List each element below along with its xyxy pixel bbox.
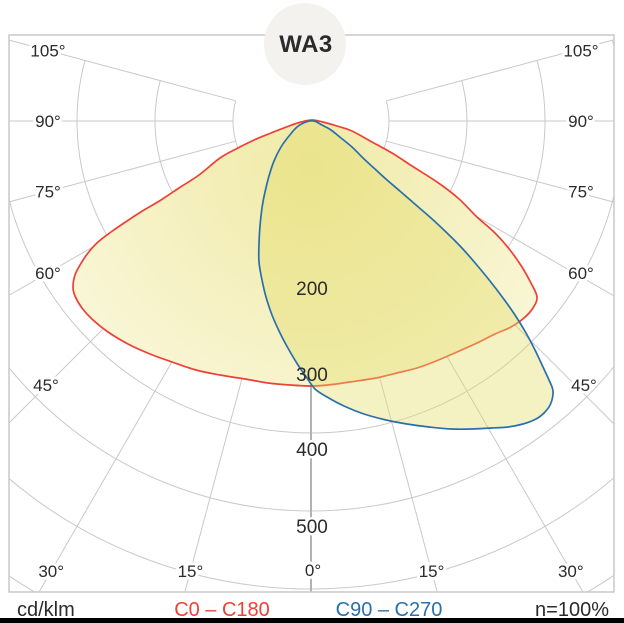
angle-labels: 60° 60° 75° 75° 90° 90° 105° 105° 45° 45° 15° 15° 30… [27, 39, 601, 584]
angle-label: 105° [30, 42, 65, 61]
grid-radial-line [386, 140, 614, 203]
angle-label: 0° [305, 561, 321, 580]
angle-label: 75° [35, 182, 61, 201]
angle-label: 30° [38, 562, 64, 581]
title-badge-circle [264, 3, 346, 85]
angle-label: 75° [568, 182, 594, 201]
legend-c90-c270: C90 – C270 [336, 599, 443, 621]
grid-radial-line [386, 39, 614, 102]
grid-radial-line [9, 39, 236, 102]
angle-label: 90° [568, 112, 594, 131]
curve-c90-c270 [257, 119, 554, 431]
page-title: WA3 [279, 31, 333, 58]
radius-value-label: 400 [296, 440, 328, 461]
angle-label: 45° [571, 376, 597, 395]
radius-value-label: 300 [296, 365, 328, 386]
legend-c0-c180: C0 – C180 [174, 599, 270, 621]
unit-label: cd/klm [17, 599, 75, 621]
radius-value-label: 200 [296, 279, 328, 300]
angle-label: 15° [178, 562, 204, 581]
angle-label: 15° [419, 562, 445, 581]
angle-label: 30° [558, 562, 584, 581]
angle-label: 60° [35, 264, 61, 283]
angle-label: 45° [33, 376, 59, 395]
angle-label: 90° [35, 112, 61, 131]
efficiency-label: n=100% [535, 599, 609, 621]
bottom-divider-bar [0, 618, 624, 623]
angle-label: 105° [563, 42, 598, 61]
curve-c0-c180 [72, 119, 538, 387]
angle-label: 60° [568, 264, 594, 283]
radius-value-labels: 200 300 400 500 [294, 279, 331, 541]
grid-radial-line [9, 140, 236, 203]
radius-value-label: 500 [296, 517, 328, 538]
